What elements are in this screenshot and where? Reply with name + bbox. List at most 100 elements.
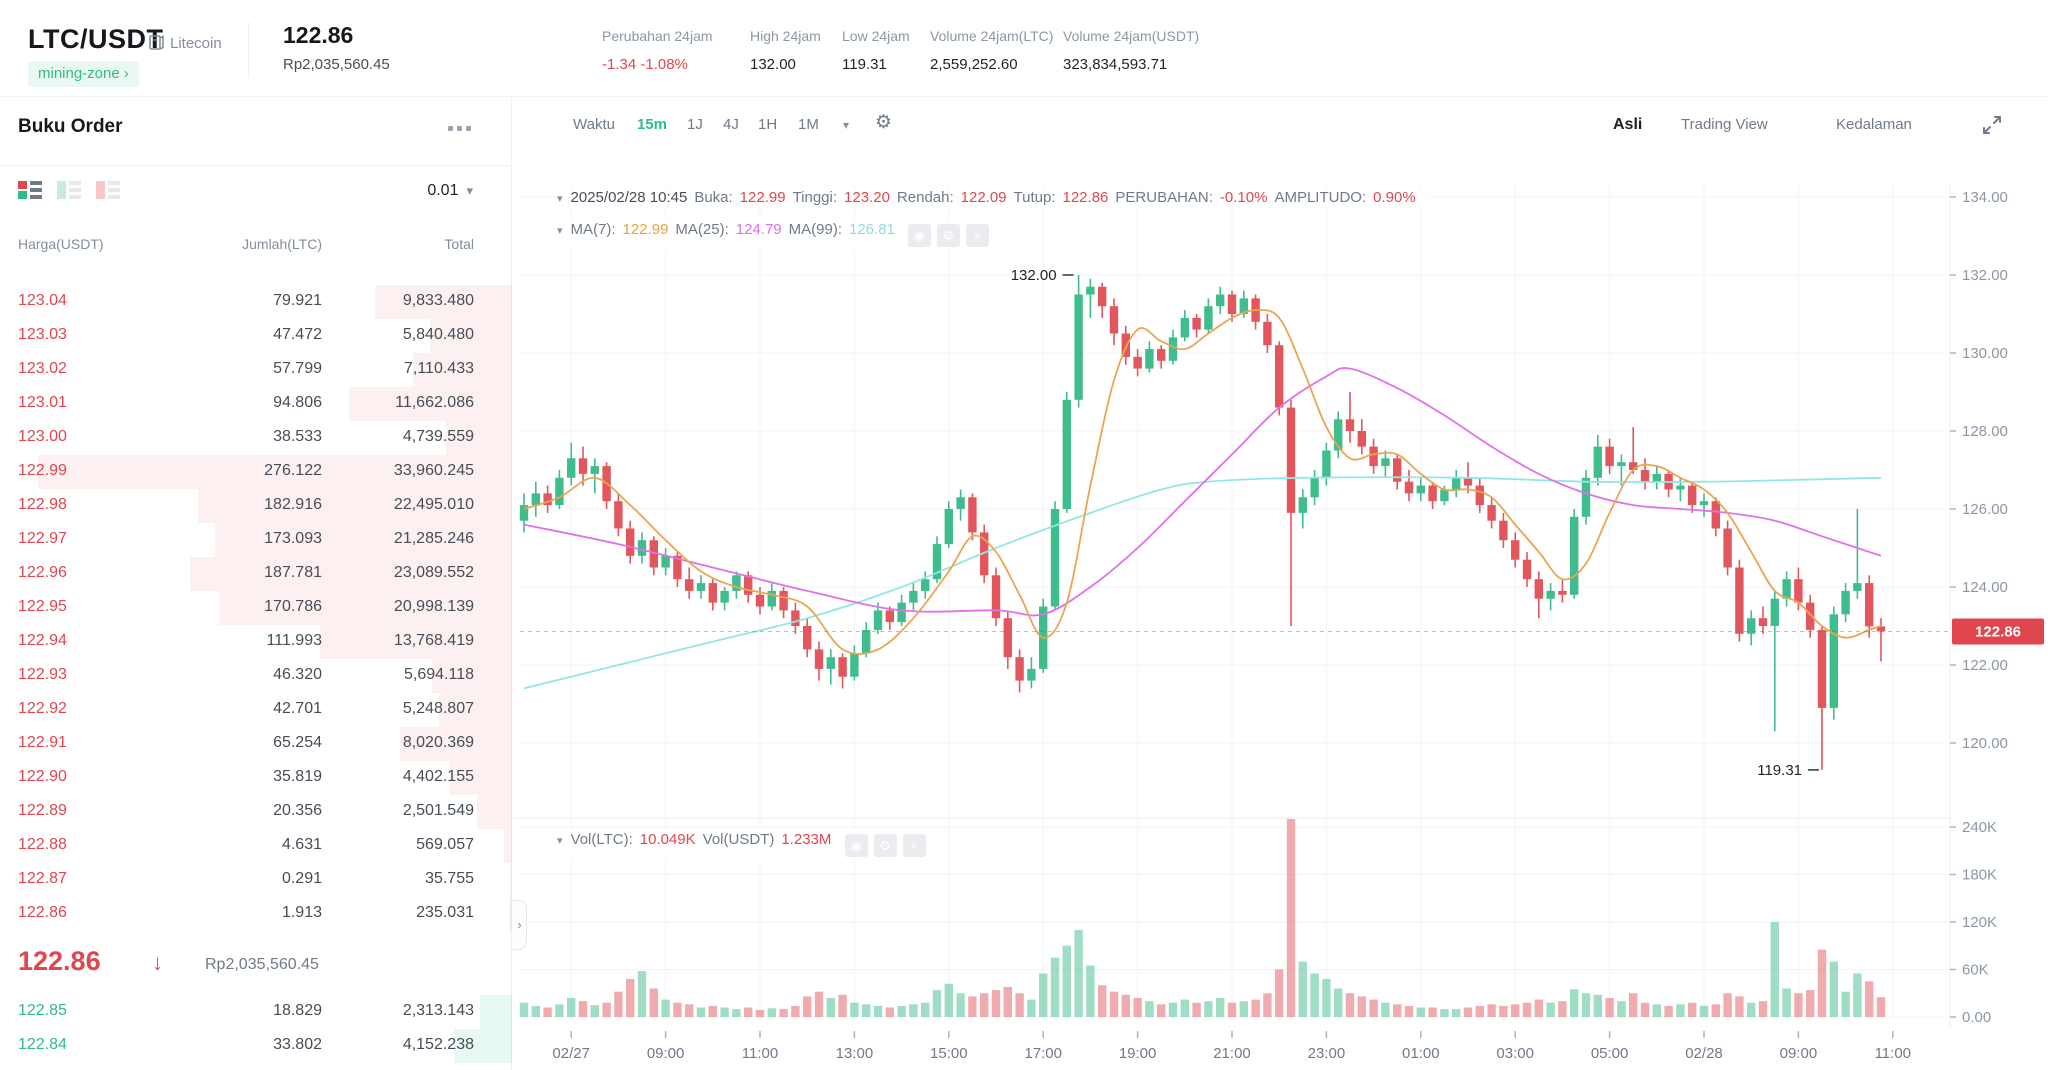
time-axis-label: 05:00 bbox=[1591, 1045, 1629, 1062]
last-price: 122.86 bbox=[283, 22, 354, 48]
interval-1h[interactable]: 1H bbox=[758, 116, 778, 133]
readout-segment: MA(7): bbox=[570, 221, 616, 238]
precision-select[interactable]: 0.01 ▾ bbox=[427, 182, 473, 199]
more-menu-icon[interactable] bbox=[448, 126, 471, 131]
order-total: 33,960.245 bbox=[393, 462, 474, 479]
interval-waktu[interactable]: Waktu bbox=[573, 116, 615, 133]
readout-segment: 122.99 bbox=[622, 221, 669, 238]
sell-order-row[interactable]: 123.00 38.533 4,739.559 bbox=[0, 421, 512, 455]
sell-order-row[interactable]: 122.93 46.320 5,694.118 bbox=[0, 659, 512, 693]
gear-icon[interactable]: ⚙ bbox=[937, 224, 961, 247]
order-price: 123.00 bbox=[18, 428, 67, 445]
order-price: 122.97 bbox=[18, 530, 67, 547]
interval-4j[interactable]: 4J bbox=[723, 116, 739, 133]
chart-toolbar: Waktu 15m 1J 4J 1H 1M ▾ ⚙ Asli Trading View Ked… bbox=[513, 98, 2048, 155]
gear-icon[interactable]: ⚙ bbox=[873, 834, 897, 857]
order-price: 122.89 bbox=[18, 802, 67, 819]
readout-segment: Rendah: bbox=[896, 189, 954, 206]
close-icon[interactable]: × bbox=[966, 224, 990, 247]
token-name: Litecoin bbox=[170, 35, 222, 52]
order-amount: 173.093 bbox=[264, 530, 322, 547]
sell-order-row[interactable]: 122.91 65.254 8,020.369 bbox=[0, 727, 512, 761]
order-amount: 47.472 bbox=[273, 326, 322, 343]
order-price: 122.86 bbox=[18, 904, 67, 921]
view-buys-icon[interactable] bbox=[57, 180, 81, 200]
sell-order-row[interactable]: 122.87 0.291 35.755 bbox=[0, 863, 512, 897]
order-price: 122.84 bbox=[18, 1036, 67, 1053]
candlestick-chart[interactable]: 134.00 132.00 130.00 128.00 126.00 124.00 122.… bbox=[513, 155, 2048, 1070]
collapse-caret-icon[interactable]: ▾ bbox=[557, 225, 563, 237]
order-amount: 276.122 bbox=[264, 462, 322, 479]
axis-label: 134.00 bbox=[1962, 189, 2008, 206]
orderbook-collapse-handle[interactable]: › bbox=[513, 900, 527, 950]
depth-bar bbox=[476, 795, 512, 829]
high-price-marker: 132.00 bbox=[1011, 267, 1057, 284]
interval-1m[interactable]: 1M bbox=[798, 116, 819, 133]
depth-bar bbox=[510, 863, 512, 897]
sell-order-row[interactable]: 123.01 94.806 11,662.086 bbox=[0, 387, 512, 421]
axis-label: 120.00 bbox=[1962, 735, 2008, 752]
sell-order-row[interactable]: 122.90 35.819 4,402.155 bbox=[0, 761, 512, 795]
sell-order-row[interactable]: 123.02 57.799 7,110.433 bbox=[0, 353, 512, 387]
pair-title: LTC/USDT bbox=[28, 24, 164, 54]
interval-15m[interactable]: 15m bbox=[637, 116, 668, 133]
stat-label: Volume 24jam(LTC) bbox=[930, 28, 1054, 44]
last-price-row[interactable]: 122.86 ↓ Rp2,035,560.45 bbox=[0, 938, 512, 996]
interval-1j[interactable]: 1J bbox=[687, 116, 703, 133]
order-total: 4,152.238 bbox=[402, 1036, 474, 1053]
order-total: 4,402.155 bbox=[402, 768, 474, 785]
time-axis-label: 09:00 bbox=[1780, 1045, 1818, 1062]
collapse-caret-icon[interactable]: ▾ bbox=[557, 835, 563, 847]
chart-mode-kedalaman[interactable]: Kedalaman bbox=[1836, 116, 1912, 133]
sell-order-row[interactable]: 122.94 111.993 13,768.419 bbox=[0, 625, 512, 659]
mining-zone-badge[interactable]: mining-zone › bbox=[28, 61, 139, 87]
sell-order-row[interactable]: 122.96 187.781 23,089.552 bbox=[0, 557, 512, 591]
sell-order-row[interactable]: 122.88 4.631 569.057 bbox=[0, 829, 512, 863]
order-amount: 182.916 bbox=[264, 496, 322, 513]
axis-label: 124.00 bbox=[1962, 579, 2008, 596]
close-icon[interactable]: × bbox=[902, 834, 926, 857]
eye-icon[interactable]: ◉ bbox=[844, 834, 868, 857]
collapse-caret-icon[interactable]: ▾ bbox=[557, 193, 563, 205]
orderbook-view-switcher bbox=[18, 180, 120, 200]
sell-order-row[interactable]: 122.92 42.701 5,248.807 bbox=[0, 693, 512, 727]
depth-bar bbox=[454, 1029, 512, 1063]
readout-segment: 124.79 bbox=[735, 221, 782, 238]
sell-order-row[interactable]: 122.89 20.356 2,501.549 bbox=[0, 795, 512, 829]
order-amount: 111.993 bbox=[266, 632, 322, 649]
order-total: 23,089.552 bbox=[393, 564, 474, 581]
view-sells-icon[interactable] bbox=[96, 180, 120, 200]
header-divider bbox=[248, 22, 249, 78]
readout-segment: 2025/02/28 10:45 bbox=[570, 189, 688, 206]
chart-panel: Waktu 15m 1J 4J 1H 1M ▾ ⚙ Asli Trading View Ked… bbox=[513, 98, 2048, 1070]
readout-segment: -0.10% bbox=[1219, 189, 1268, 206]
sell-order-row[interactable]: 123.04 79.921 9,833.480 bbox=[0, 285, 512, 319]
order-total: 35.755 bbox=[425, 870, 474, 887]
order-price: 122.87 bbox=[18, 870, 67, 887]
chart-mode-trading-view[interactable]: Trading View bbox=[1681, 116, 1768, 133]
order-amount: 57.799 bbox=[273, 360, 322, 377]
sell-order-row[interactable]: 122.98 182.916 22,495.010 bbox=[0, 489, 512, 523]
fullscreen-icon[interactable] bbox=[1981, 114, 2003, 136]
readout-segment: Buka: bbox=[694, 189, 733, 206]
chart-settings-icon[interactable]: ⚙ bbox=[875, 112, 893, 133]
depth-bar bbox=[38, 455, 512, 489]
eye-icon[interactable]: ◉ bbox=[908, 224, 932, 247]
chart-body[interactable]: 134.00 132.00 130.00 128.00 126.00 124.00 122.… bbox=[513, 155, 2048, 1070]
sell-order-row[interactable]: 123.03 47.472 5,840.480 bbox=[0, 319, 512, 353]
order-amount: 79.921 bbox=[273, 292, 322, 309]
sell-order-row[interactable]: 122.97 173.093 21,285.246 bbox=[0, 523, 512, 557]
buy-order-row[interactable]: 122.84 33.802 4,152.238 bbox=[0, 1029, 512, 1063]
order-amount: 33.802 bbox=[273, 1036, 322, 1053]
sell-orders: 123.04 79.921 9,833.480 123.03 47.472 5,840.4… bbox=[0, 285, 512, 931]
axis-label: 60K bbox=[1962, 962, 1989, 979]
sell-order-row[interactable]: 122.95 170.786 20,998.139 bbox=[0, 591, 512, 625]
view-combined-icon[interactable] bbox=[18, 180, 42, 200]
chart-mode-asli[interactable]: Asli bbox=[1613, 116, 1643, 133]
sell-order-row[interactable]: 122.86 1.913 235.031 bbox=[0, 897, 512, 931]
buy-order-row[interactable]: 122.85 18.829 2,313.143 bbox=[0, 995, 512, 1029]
sell-order-row[interactable]: 122.99 276.122 33,960.245 bbox=[0, 455, 512, 489]
depth-bar bbox=[445, 421, 512, 455]
interval-caret-icon[interactable]: ▾ bbox=[843, 118, 850, 132]
order-book-title: Buku Order bbox=[18, 116, 123, 137]
